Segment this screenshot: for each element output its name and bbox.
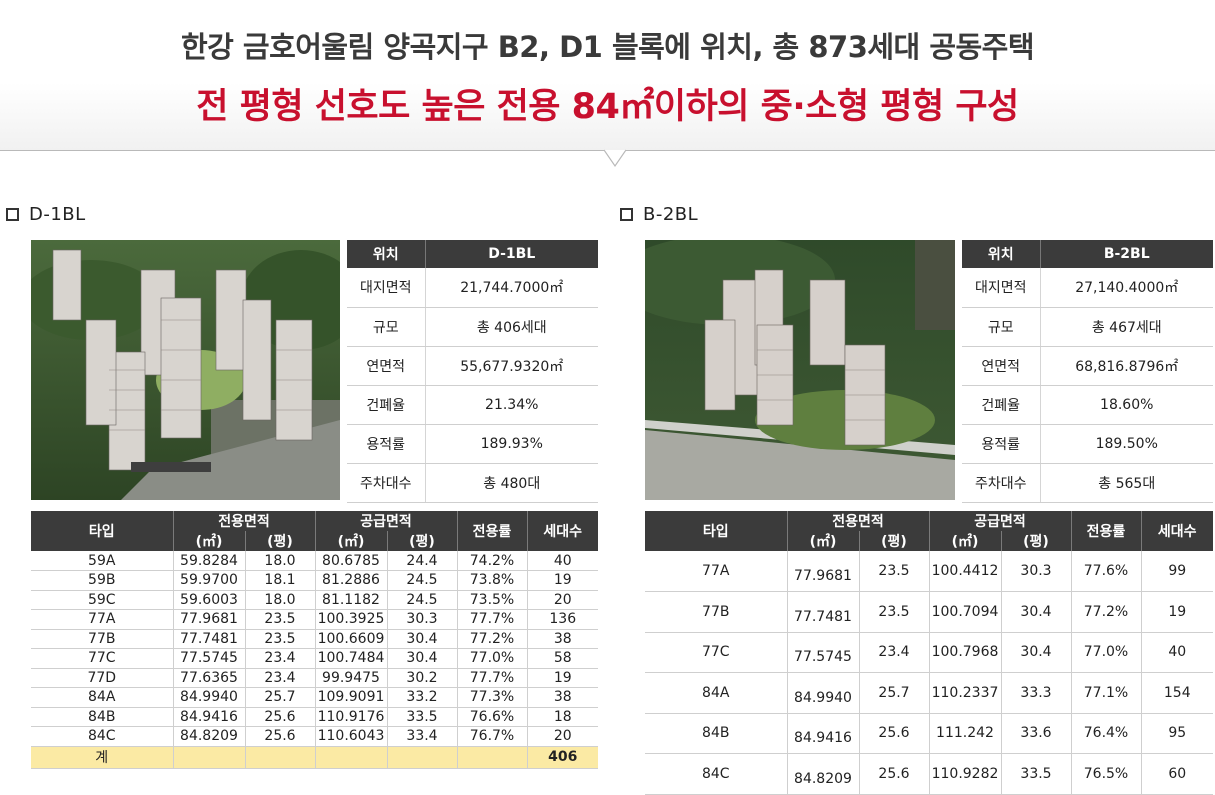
info-row: 건폐율 21.34% [347, 385, 598, 425]
col-header-exclusive: 전용면적 [173, 511, 316, 531]
headline-secondary: 전 평형 선호도 높은 전용 84㎡이하의 중·소형 평형 구성 [196, 87, 1019, 127]
table-row: 77C 77.5745 23.4 100.7968 30.4 77.0% 40 [645, 632, 1213, 673]
col-header-sqm: (㎡) [315, 531, 388, 551]
table-row: 77C 77.5745 23.4 100.7484 30.4 77.0% 58 [31, 648, 598, 669]
info-header-key: 위치 [962, 240, 1041, 268]
aerial-image-d1 [31, 240, 340, 500]
table-row: 84C 84.8209 25.6 110.9282 33.5 76.5% 60 [645, 753, 1213, 795]
type-table-b2: 타입 전용면적 공급면적 전용률 세대수 (㎡) (평) (㎡) (평) 77A… [645, 511, 1213, 795]
info-header-key: 위치 [347, 240, 426, 268]
info-table-b2: 위치 B-2BL 대지면적 27,140.4000㎡ 규모 총 467세대 연면… [962, 240, 1213, 503]
info-row: 주차대수 총 480대 [347, 463, 598, 503]
info-row: 용적률 189.50% [962, 424, 1213, 464]
table-row: 84A 84.9940 25.7 110.2337 33.3 77.1% 154 [645, 672, 1213, 714]
table-row: 77A 77.9681 23.5 100.3925 30.3 77.7% 136 [31, 609, 598, 630]
section-label-b2: B-2BL [620, 202, 698, 226]
table-row: 77B 77.7481 23.5 100.7094 30.4 77.2% 19 [645, 591, 1213, 633]
section-label-d1: D-1BL [6, 202, 86, 226]
checkbox-icon [6, 207, 19, 221]
total-row: 계 406 [31, 746, 598, 769]
col-header-sqm: (㎡) [929, 531, 1002, 551]
table-row: 84C 84.8209 25.6 110.6043 33.4 76.7% 20 [31, 726, 598, 747]
headline-primary: 한강 금호어울림 양곡지구 B2, D1 블록에 위치, 총 873세대 공동주… [180, 30, 1035, 64]
col-header-ratio: 전용률 [1071, 511, 1142, 551]
col-header-sqm: (㎡) [787, 531, 860, 551]
info-row: 연면적 68,816.8796㎡ [962, 346, 1213, 386]
info-header-value: B-2BL [1040, 240, 1213, 268]
col-header-ratio: 전용률 [457, 511, 528, 551]
table-row: 84A 84.9940 25.7 109.9091 33.2 77.3% 38 [31, 687, 598, 708]
info-header-value: D-1BL [425, 240, 598, 268]
checkbox-icon [620, 207, 633, 221]
col-header-units: 세대수 [1141, 511, 1213, 551]
col-header-supply: 공급면적 [929, 511, 1072, 531]
table-row: 77D 77.6365 23.4 99.9475 30.2 77.7% 19 [31, 668, 598, 688]
col-header-type: 타입 [31, 511, 174, 551]
col-header-supply: 공급면적 [315, 511, 458, 531]
table-row: 59C 59.6003 18.0 81.1182 24.5 73.5% 20 [31, 590, 598, 610]
col-header-pyeong: (평) [1001, 531, 1072, 551]
col-header-pyeong: (평) [387, 531, 458, 551]
table-row: 77B 77.7481 23.5 100.6609 30.4 77.2% 38 [31, 629, 598, 649]
table-row: 84B 84.9416 25.6 111.242 33.6 76.4% 95 [645, 713, 1213, 754]
info-row: 대지면적 27,140.4000㎡ [962, 268, 1213, 308]
info-row: 연면적 55,677.9320㎡ [347, 346, 598, 386]
col-header-pyeong: (평) [859, 531, 930, 551]
info-row: 용적률 189.93% [347, 424, 598, 464]
caret-down-icon [604, 149, 626, 168]
info-row: 규모 총 406세대 [347, 307, 598, 347]
col-header-type: 타입 [645, 511, 788, 551]
info-row: 건폐율 18.60% [962, 385, 1213, 425]
table-row: 77A 77.9681 23.5 100.4412 30.3 77.6% 99 [645, 551, 1213, 592]
table-row: 59B 59.9700 18.1 81.2886 24.5 73.8% 19 [31, 570, 598, 591]
table-row: 84B 84.9416 25.6 110.9176 33.5 76.6% 18 [31, 707, 598, 727]
info-row: 주차대수 총 565대 [962, 463, 1213, 503]
info-table-d1: 위치 D-1BL 대지면적 21,744.7000㎡ 규모 총 406세대 연면… [347, 240, 598, 503]
type-table-d1: 타입 전용면적 공급면적 전용률 세대수 (㎡) (평) (㎡) (평) 59A… [31, 511, 598, 769]
col-header-units: 세대수 [527, 511, 598, 551]
col-header-sqm: (㎡) [173, 531, 246, 551]
header-band [0, 0, 1215, 150]
aerial-image-b2 [645, 240, 955, 500]
table-row: 59A 59.8284 18.0 80.6785 24.4 74.2% 40 [31, 551, 598, 571]
col-header-pyeong: (평) [245, 531, 316, 551]
info-row: 대지면적 21,744.7000㎡ [347, 268, 598, 308]
col-header-exclusive: 전용면적 [787, 511, 930, 531]
info-row: 규모 총 467세대 [962, 307, 1213, 347]
